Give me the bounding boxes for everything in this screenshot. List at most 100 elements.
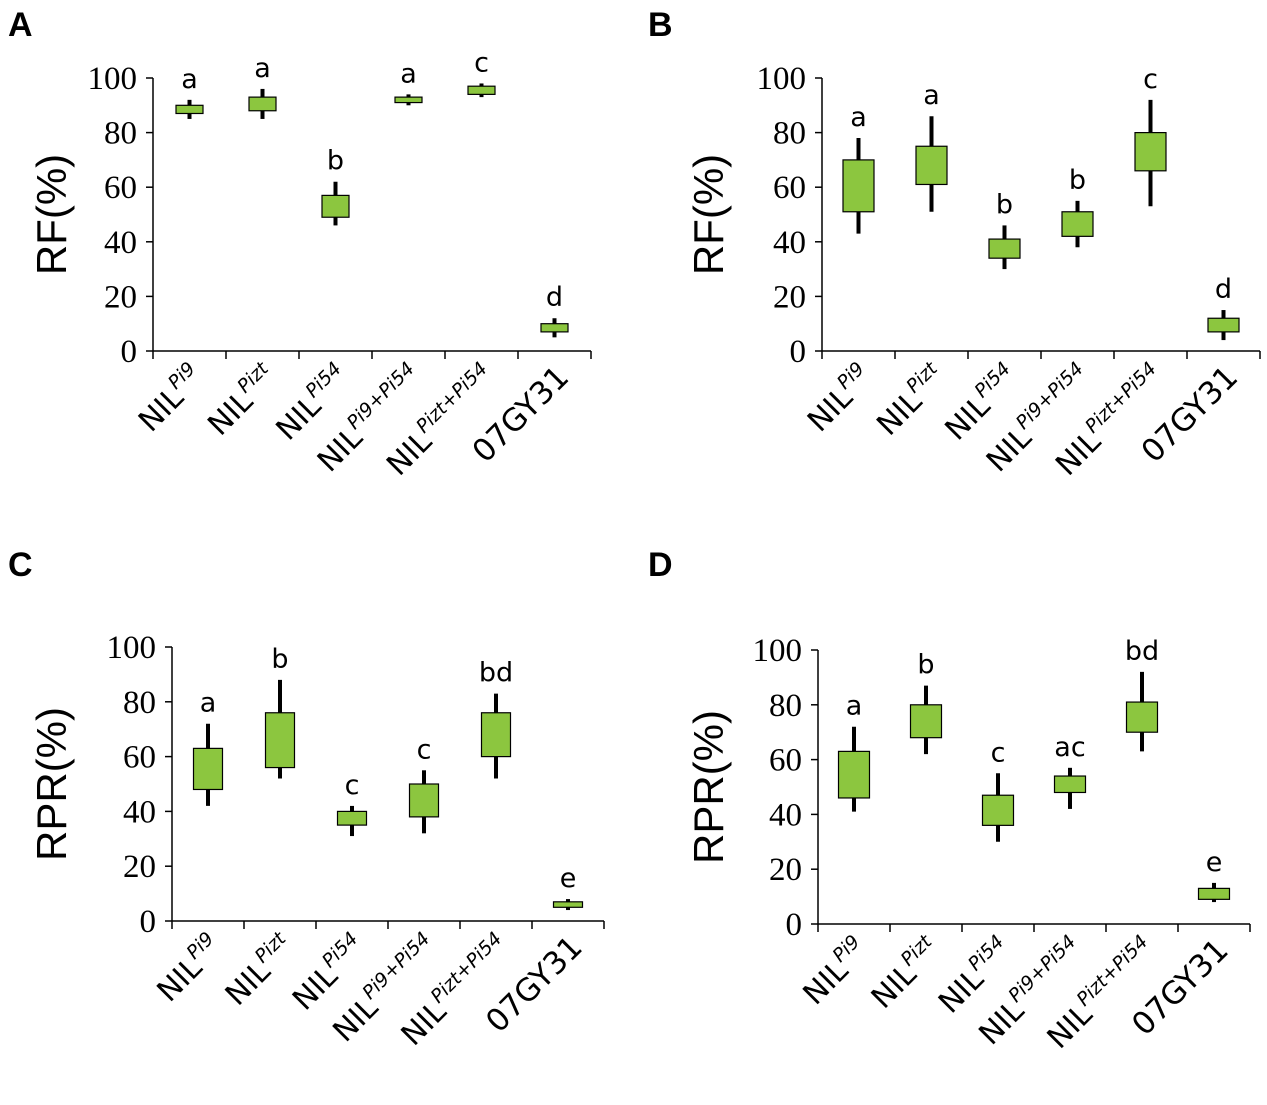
significance-letter: c: [474, 47, 489, 78]
category-superscript: Pi9+Pi54: [1004, 931, 1080, 1007]
y-tick-label: 40: [123, 794, 156, 830]
panel-letter: D: [648, 546, 673, 584]
y-tick-label: 60: [769, 743, 802, 779]
significance-letter: a: [923, 80, 940, 111]
significance-letter: c: [991, 737, 1006, 768]
significance-letter: a: [846, 691, 863, 722]
panel-letter: A: [8, 6, 33, 44]
x-category-label: NILPizt: [863, 930, 949, 1016]
panel-letter: C: [8, 546, 33, 584]
significance-letter: d: [1215, 274, 1232, 305]
x-category-label: NILPi9: [799, 358, 880, 439]
y-axis-label: RPR(%): [685, 710, 732, 864]
box: [1134, 132, 1167, 172]
box: [248, 96, 277, 112]
panel-c: C020406080100RPR(%)aNILPi9bNILPiztcNILPi…: [8, 546, 605, 1053]
box: [264, 712, 296, 769]
box: [192, 747, 224, 791]
box: [1053, 775, 1087, 794]
box: [1125, 701, 1159, 733]
significance-letter: a: [254, 53, 271, 84]
y-tick-label: 40: [104, 225, 137, 261]
panel-letter: B: [648, 6, 673, 44]
y-tick-label: 0: [790, 334, 807, 370]
y-tick-label: 40: [769, 797, 802, 833]
significance-letter: c: [1143, 64, 1158, 95]
box: [467, 85, 496, 95]
y-tick-label: 100: [88, 61, 138, 97]
box: [837, 750, 871, 799]
category-superscript: Pizt+Pi54: [412, 358, 492, 438]
box: [909, 704, 943, 739]
box: [552, 901, 584, 908]
y-tick-label: 60: [104, 170, 137, 206]
y-tick-label: 20: [769, 852, 802, 888]
panel-a: A020406080100RF(%)aNILPi9aNILPiztbNILPi5…: [8, 6, 592, 483]
y-axis-label: RF(%): [28, 154, 75, 275]
category-superscript: Pizt+Pi54: [1072, 931, 1152, 1011]
y-tick-label: 60: [123, 740, 156, 776]
box: [321, 194, 350, 218]
y-tick-label: 80: [104, 116, 137, 152]
y-tick-label: 40: [773, 225, 806, 261]
significance-letter: d: [546, 282, 563, 313]
box: [175, 104, 204, 115]
x-category-label: NILPizt: [217, 927, 303, 1013]
box: [988, 238, 1021, 259]
category-superscript: Pizt+Pi54: [426, 928, 506, 1008]
category-superscript: Pi9+Pi54: [1012, 358, 1088, 434]
significance-letter: a: [850, 102, 867, 133]
y-tick-label: 80: [769, 688, 802, 724]
box: [915, 145, 948, 186]
y-tick-label: 80: [773, 116, 806, 152]
significance-letter: b: [1069, 165, 1086, 196]
significance-letter: a: [181, 64, 198, 95]
x-category-label: NILPi9: [794, 931, 875, 1012]
significance-letter: b: [271, 644, 288, 675]
category-superscript: Pizt+Pi54: [1081, 358, 1161, 438]
category-superscript: Pi9+Pi54: [343, 358, 419, 434]
y-axis-label: RF(%): [685, 154, 732, 275]
significance-letter: bd: [479, 658, 513, 689]
box: [336, 810, 368, 826]
box: [981, 794, 1015, 826]
box: [408, 783, 440, 818]
significance-letter: a: [200, 688, 217, 719]
significance-letter: c: [345, 770, 360, 801]
significance-letter: c: [417, 734, 432, 765]
y-tick-label: 100: [753, 633, 803, 669]
y-tick-label: 0: [121, 334, 138, 370]
significance-letter: a: [400, 58, 417, 89]
y-tick-label: 100: [757, 61, 807, 97]
box: [1207, 317, 1240, 333]
box: [1061, 211, 1094, 237]
x-category-label: NILPizt: [199, 357, 285, 443]
y-tick-label: 60: [773, 170, 806, 206]
x-category-label: NILPi9: [130, 358, 211, 439]
box: [480, 712, 512, 758]
y-tick-label: 20: [104, 279, 137, 315]
y-tick-label: 80: [123, 685, 156, 721]
box: [842, 159, 875, 213]
y-tick-label: 20: [773, 279, 806, 315]
category-superscript: Pi9+Pi54: [358, 928, 434, 1004]
significance-letter: e: [560, 863, 577, 894]
x-category-label: NILPi9: [148, 928, 229, 1009]
significance-letter: b: [996, 189, 1013, 220]
significance-letter: bd: [1125, 636, 1159, 667]
panel-d: D020406080100RPR(%)aNILPi9bNILPiztcNILPi…: [648, 546, 1251, 1056]
y-tick-label: 100: [107, 630, 157, 666]
box: [540, 323, 569, 333]
box: [394, 96, 423, 104]
x-category-label: NILPizt: [868, 357, 954, 443]
significance-letter: ac: [1054, 732, 1085, 763]
box: [1197, 887, 1231, 900]
y-tick-label: 0: [786, 907, 803, 943]
significance-letter: b: [917, 650, 934, 681]
significance-letter: e: [1206, 847, 1223, 878]
y-tick-label: 0: [140, 904, 157, 940]
panel-b: B020406080100RF(%)aNILPi9aNILPiztbNILPi5…: [648, 6, 1261, 483]
significance-letter: b: [327, 146, 344, 177]
y-axis-label: RPR(%): [28, 707, 75, 861]
